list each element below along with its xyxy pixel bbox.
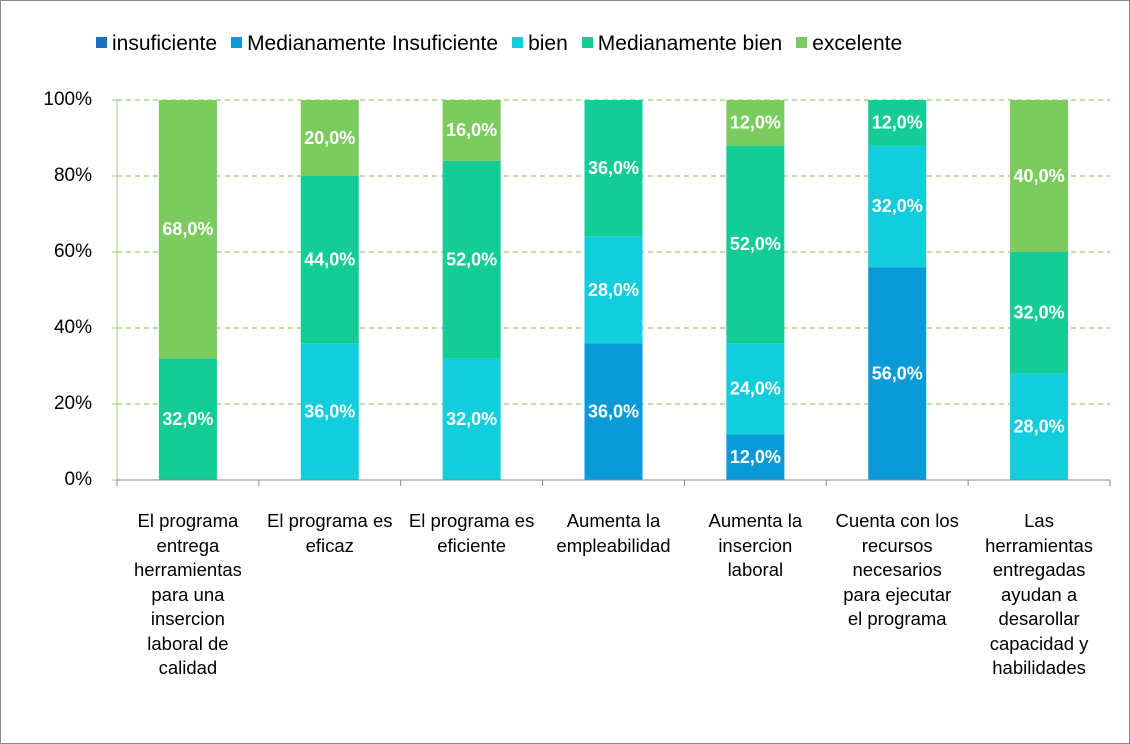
y-tick-label: 20%	[54, 393, 92, 414]
data-label: 36,0%	[588, 158, 639, 178]
legend: insuficiente Medianamente Insuficiente bie…	[96, 32, 902, 56]
data-label: 32,0%	[162, 409, 213, 429]
data-label: 12,0%	[730, 447, 781, 467]
legend-label: excelente	[812, 32, 903, 55]
y-tick-label: 80%	[54, 165, 92, 186]
legend-swatch	[96, 36, 107, 48]
legend-item: Medianamente bien	[581, 32, 783, 56]
bar-segment	[726, 343, 785, 435]
legend-item: Medianamente Insuficiente	[231, 32, 498, 56]
bar-segment	[300, 176, 359, 344]
bar-segment	[726, 145, 785, 344]
data-label: 36,0%	[588, 401, 639, 421]
bar-segment	[868, 100, 927, 146]
y-tick-label: 60%	[54, 241, 92, 262]
data-label: 36,0%	[304, 401, 355, 421]
bar-segment	[868, 145, 927, 268]
data-label: 16,0%	[446, 120, 497, 140]
legend-item: insuficiente	[96, 32, 217, 56]
data-label: 44,0%	[304, 249, 355, 269]
bar-segment	[1010, 252, 1069, 374]
data-label: 52,0%	[730, 234, 781, 254]
bar-segment	[158, 100, 217, 359]
data-label: 28,0%	[1014, 417, 1065, 437]
bar-segment	[868, 267, 927, 480]
y-tick-label: 40%	[54, 317, 92, 338]
bar-segment	[726, 100, 785, 146]
bar-segment	[158, 358, 217, 480]
data-label: 32,0%	[872, 196, 923, 216]
x-tick-label: Aumenta la insercion laboral	[708, 510, 803, 580]
legend-swatch	[796, 36, 808, 48]
bar-segment	[1010, 373, 1069, 480]
legend-label: insuficiente	[112, 32, 218, 55]
x-tick-label: Cuenta con los recursos necesarios para …	[835, 510, 959, 629]
data-label: 68,0%	[162, 219, 213, 239]
data-label: 52,0%	[446, 249, 497, 269]
x-tick-label: El programa es eficiente	[408, 510, 535, 556]
legend-item: excelente	[796, 32, 902, 56]
bar-segment	[584, 343, 643, 480]
bar-segment	[300, 100, 359, 176]
x-tick-label: Las herramientas entregadas ayudan a des…	[985, 510, 1094, 678]
bar-segment	[584, 100, 643, 237]
x-tick-label: Aumenta la empleabilidad	[556, 510, 671, 556]
legend-item: bien	[512, 32, 568, 56]
data-label: 20,0%	[304, 128, 355, 148]
legend-swatch	[581, 36, 593, 48]
legend-swatch	[231, 36, 243, 48]
x-tick-label: El programa entrega herramientas para un…	[133, 510, 242, 678]
data-label: 24,0%	[730, 379, 781, 399]
data-label: 32,0%	[1014, 303, 1065, 323]
data-label: 12,0%	[730, 113, 781, 133]
legend-swatch	[512, 36, 524, 48]
bar-segment	[584, 236, 643, 344]
data-label: 56,0%	[872, 363, 923, 383]
legend-label: bien	[528, 32, 568, 55]
data-label: 28,0%	[588, 280, 639, 300]
y-tick-label: 0%	[65, 469, 93, 490]
data-label: 40,0%	[1014, 166, 1065, 186]
y-tick-label: 100%	[43, 89, 92, 110]
data-label: 12,0%	[872, 113, 923, 133]
bar-segment	[442, 160, 501, 359]
legend-label: Medianamente bien	[597, 32, 783, 55]
bar-segment	[1010, 100, 1069, 252]
bar-segment	[442, 100, 501, 161]
data-label: 32,0%	[446, 409, 497, 429]
bar-segment	[442, 358, 501, 480]
x-tick-label: El programa es eficaz	[267, 510, 393, 556]
legend-label: Medianamente Insuficiente	[247, 32, 499, 55]
bar-segment	[726, 434, 785, 480]
bar-segment	[300, 343, 359, 480]
